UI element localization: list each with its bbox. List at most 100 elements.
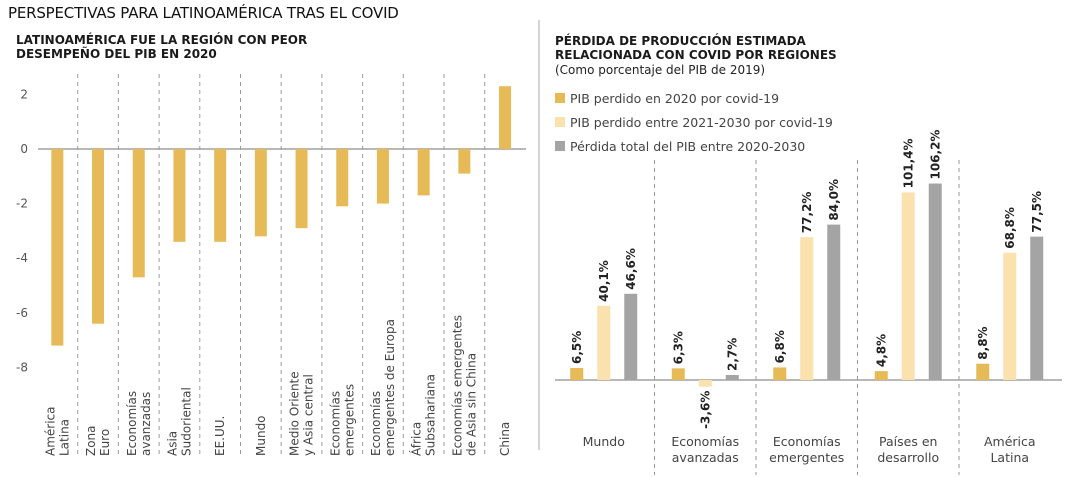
y-tick-label: -6 (16, 306, 28, 320)
x-category-label-line: Subsahariana (424, 374, 438, 456)
bar (698, 380, 712, 387)
x-category-label-line: Economías (328, 391, 342, 456)
x-category-label: Medio Oriente y Asia central (288, 371, 316, 456)
x-category-label: emergentes (769, 450, 844, 465)
right-chart-subtitle: (Como porcentaje del PIB de 2019) (555, 63, 766, 77)
bar (773, 367, 787, 380)
data-label: 77,5% (1030, 191, 1044, 233)
x-category-label-line: emergentes (342, 384, 356, 456)
data-label: 84,0% (827, 179, 841, 221)
bar (376, 149, 389, 204)
data-label: 40,1% (597, 260, 611, 302)
x-category-label-line: Economías (369, 391, 383, 456)
x-category-label: Economías emergentes (328, 384, 356, 456)
legend: PIB perdido en 2020 por covid-19 PIB per… (555, 86, 833, 158)
x-category-label-line: Economías emergentes (450, 315, 464, 456)
y-tick-label: 0 (20, 142, 28, 156)
bar (214, 149, 227, 242)
x-category-label: Zona Euro (84, 425, 112, 456)
data-label: 2,7% (725, 338, 739, 371)
panel-divider (538, 20, 540, 450)
x-category-label-line: Latina (57, 419, 71, 456)
x-category-label: EE.UU. (213, 416, 227, 456)
x-category-label-line: Medio Oriente (288, 371, 302, 456)
x-category-label: África Subsahariana (409, 374, 438, 456)
data-label: 106,2% (928, 130, 942, 180)
bar (132, 149, 145, 278)
data-label: 6,5% (570, 331, 584, 364)
bar (499, 86, 512, 149)
x-category-label: Latina (990, 450, 1029, 465)
bar (295, 149, 308, 229)
x-category-label: Economías (671, 434, 739, 449)
x-category-label-line: Economías (125, 391, 139, 456)
x-category-label: desarrollo (877, 450, 939, 465)
bar (597, 305, 611, 380)
x-category-label: Mundo (254, 415, 268, 456)
x-category-label: Economías emergentes de Asia sin China (450, 315, 478, 456)
x-category-label-line: China (498, 422, 512, 456)
bar (570, 367, 584, 380)
x-category-label-line: Sudoriental (179, 387, 193, 456)
legend-item-2020: PIB perdido en 2020 por covid-19 (555, 86, 833, 110)
legend-swatch-light-gold (555, 117, 565, 127)
x-category-label-line: Asia (165, 431, 179, 456)
x-category-label-line: EE.UU. (213, 416, 227, 456)
bar (417, 149, 430, 196)
x-category-label: América (984, 434, 1036, 449)
y-tick-label: -4 (16, 251, 28, 265)
left-chart-title-line-1: LATINOAMÉRICA FUE LA REGIÓN CON PEOR (16, 33, 308, 47)
bar (1030, 236, 1044, 380)
x-category-label: Mundo (583, 434, 625, 449)
bar (92, 149, 105, 324)
left-chart-title: LATINOAMÉRICA FUE LA REGIÓN CON PEOR DES… (16, 33, 307, 61)
legend-label: Pérdida total del PIB entre 2020-2030 (570, 138, 806, 154)
bar (254, 149, 267, 237)
x-category-label: Economías avanzadas (125, 391, 153, 456)
bar (725, 375, 739, 380)
x-category-label: Asia Sudoriental (165, 387, 193, 456)
bar (827, 224, 841, 380)
right-chart-title-line-1: PÉRDIDA DE PRODUCCIÓN ESTIMADA (555, 34, 806, 48)
bar (928, 183, 942, 380)
page-title: PERSPECTIVAS PARA LATINOAMÉRICA TRAS EL … (8, 4, 399, 22)
legend-label: PIB perdido entre 2021-2030 por covid-19 (570, 114, 833, 130)
bar (800, 237, 814, 380)
bar (901, 192, 915, 380)
x-category-label-line: África (409, 422, 424, 456)
data-label: 101,4% (901, 138, 915, 188)
bar (976, 363, 990, 380)
y-tick-label: -2 (16, 197, 28, 211)
data-label: 4,8% (874, 334, 888, 367)
y-tick-label: -8 (16, 360, 28, 374)
x-category-label-line: Euro (98, 429, 112, 456)
x-category-label: Países en (879, 434, 937, 449)
x-category-label: Economías (773, 434, 841, 449)
legend-item-2021-2030: PIB perdido entre 2021-2030 por covid-19 (555, 110, 833, 134)
data-label: -3,6% (698, 391, 712, 429)
x-category-label-line: avanzadas (139, 392, 153, 456)
x-category-label: Economías emergentes de Europa (369, 319, 397, 456)
data-label: 6,3% (671, 331, 685, 364)
x-category-label: América Latina (43, 407, 71, 457)
bar (624, 293, 638, 380)
data-label: 46,6% (624, 248, 638, 290)
bar (874, 371, 888, 380)
x-category-label-line: Mundo (254, 415, 268, 456)
data-label: 68,8% (1003, 207, 1017, 249)
x-category-label-line: América (43, 407, 57, 457)
legend-item-total: Pérdida total del PIB entre 2020-2030 (555, 134, 833, 158)
x-category-label: avanzadas (672, 450, 739, 465)
bar (671, 368, 685, 380)
x-category-label-line: emergentes de Europa (383, 319, 397, 456)
bar (1003, 252, 1017, 380)
x-category-label-line: de Asia sin China (464, 353, 478, 456)
legend-swatch-gray (555, 141, 565, 151)
bar (51, 149, 64, 346)
data-label: 8,8% (976, 326, 990, 359)
bar (336, 149, 349, 207)
left-chart-title-line-2: DESEMPEÑO DEL PIB EN 2020 (16, 47, 217, 61)
legend-swatch-gold (555, 93, 565, 103)
bar (173, 149, 186, 242)
